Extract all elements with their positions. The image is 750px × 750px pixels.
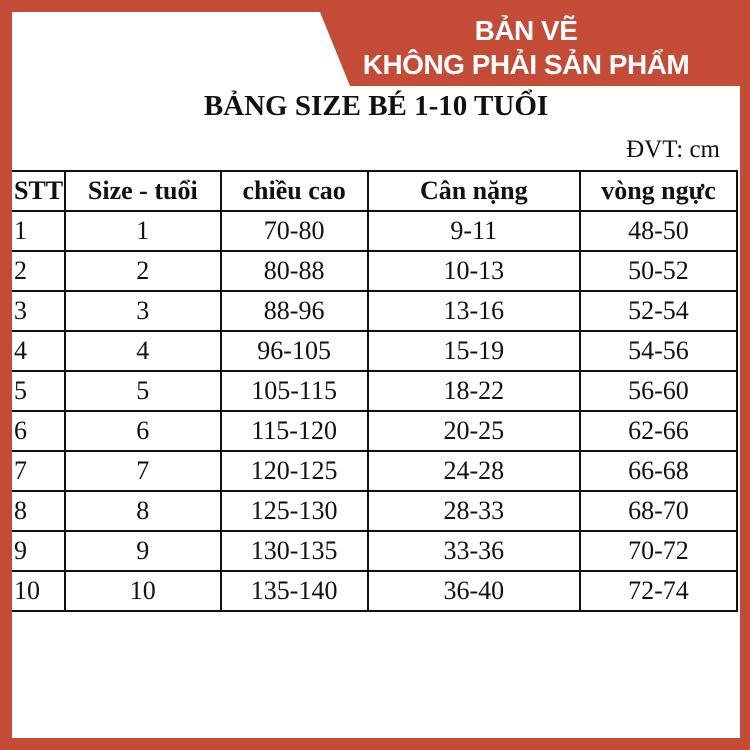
table-cell: 4 [12,330,66,372]
table-cell: 28-33 [366,490,581,532]
table-cell: 50-52 [578,250,739,292]
table-cell: 7 [63,450,222,492]
table-cell: 6 [63,410,222,452]
table-cell: 24-28 [366,450,581,492]
table-cell: 9-11 [366,210,581,252]
page-title: BẢNG SIZE BÉ 1-10 TUỔI [203,90,549,122]
table-cell: 125-130 [219,490,369,532]
table-row: 1 1 70-80 9-11 48-50 [12,210,739,252]
table-cell: 105-115 [219,370,369,412]
table-cell: 52-54 [578,290,739,332]
table-cell: 1 [63,210,222,252]
table-cell: 68-70 [578,490,739,532]
unit-label: ĐVT: cm [626,136,720,163]
table-cell: 3 [63,290,222,332]
table-cell: 54-56 [578,330,739,372]
table-cell: 8 [63,490,222,532]
table-row: 5 5 105-115 18-22 56-60 [12,370,739,412]
table-cell: 2 [12,250,66,292]
table-cell: 10 [63,570,222,612]
table-cell: 18-22 [366,370,581,412]
table-cell: 70-72 [578,530,739,572]
table-header-row: STT Size - tuổi chiều cao Cân nặng vòng ngực [12,170,739,212]
table-row: 2 2 80-88 10-13 50-52 [12,250,739,292]
table-row: 3 3 88-96 13-16 52-54 [12,290,739,332]
table-cell: 10 [12,570,66,612]
table-cell: 96-105 [219,330,369,372]
table-cell: 9 [63,530,222,572]
table-cell: 62-66 [578,410,739,452]
table-cell: 1 [12,210,66,252]
table-cell: 80-88 [219,250,369,292]
table-cell: 130-135 [219,530,369,572]
table-cell: 72-74 [578,570,739,612]
size-table: STT Size - tuổi chiều cao Cân nặng vòng ngực… [12,170,739,612]
table-cell: 8 [12,490,66,532]
table-cell: 2 [63,250,222,292]
table-row: 8 8 125-130 28-33 68-70 [12,490,739,532]
table-cell: 135-140 [219,570,369,612]
table-cell: 4 [63,330,222,372]
size-chart-sheet: BẢN VẼ KHÔNG PHẢI SẢN PHẨM BẢNG SIZE BÉ … [12,12,740,738]
table-cell: 66-68 [578,450,739,492]
column-header: Cân nặng [366,170,581,212]
table-cell: 6 [12,410,66,452]
table-row: 6 6 115-120 20-25 62-66 [12,410,739,452]
table-row: 7 7 120-125 24-28 66-68 [12,450,739,492]
watermark-banner-text: BẢN VẼ KHÔNG PHẢI SẢN PHẨM [326,14,726,82]
column-header: Size - tuổi [63,170,222,212]
column-header: STT [12,170,66,212]
table-cell: 20-25 [366,410,581,452]
banner-line-2: KHÔNG PHẢI SẢN PHẨM [362,49,690,80]
table-cell: 33-36 [366,530,581,572]
table-cell: 70-80 [219,210,369,252]
table-row: 9 9 130-135 33-36 70-72 [12,530,739,572]
table-cell: 7 [12,450,66,492]
table-cell: 15-19 [366,330,581,372]
table-cell: 36-40 [366,570,581,612]
table-cell: 56-60 [578,370,739,412]
table-cell: 5 [12,370,66,412]
column-header: vòng ngực [578,170,739,212]
column-header: chiều cao [219,170,369,212]
table-cell: 48-50 [578,210,739,252]
table-row: 4 4 96-105 15-19 54-56 [12,330,739,372]
table-row: 10 10 135-140 36-40 72-74 [12,570,739,612]
watermark-banner [320,12,740,86]
banner-line-1: BẢN VẼ [474,15,578,46]
table-cell: 115-120 [219,410,369,452]
table-cell: 3 [12,290,66,332]
table-cell: 120-125 [219,450,369,492]
table-cell: 9 [12,530,66,572]
table-cell: 5 [63,370,222,412]
table-cell: 88-96 [219,290,369,332]
table-cell: 13-16 [366,290,581,332]
table-cell: 10-13 [366,250,581,292]
